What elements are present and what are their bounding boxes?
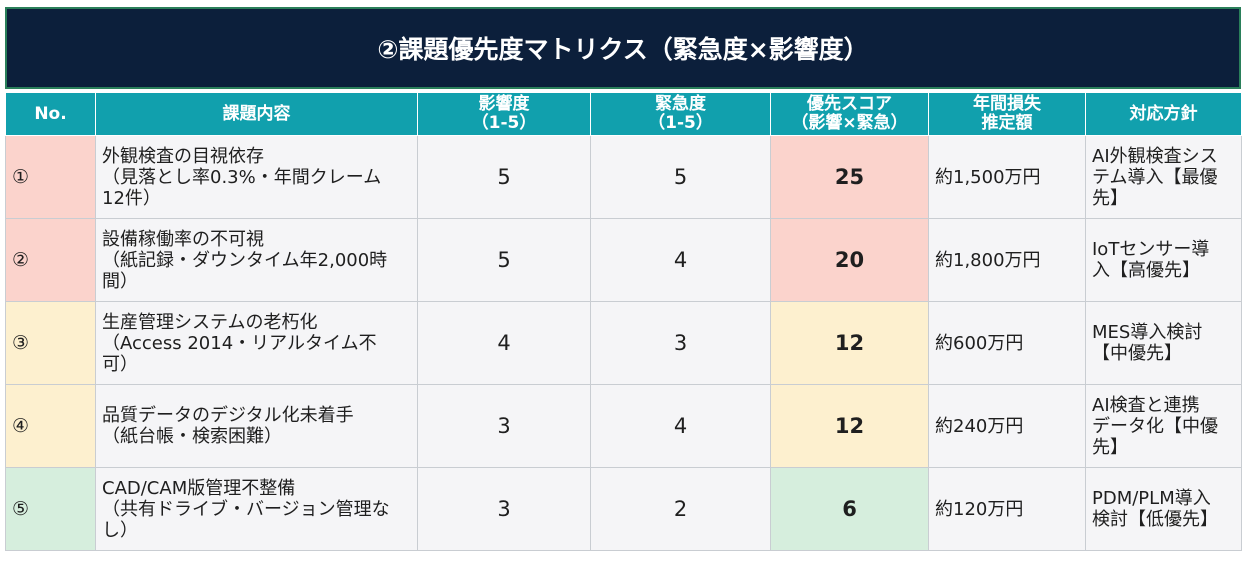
priority-score: 20 (770, 218, 929, 302)
issue-description: 生産管理システムの老朽化 （Access 2014・リアルタイム不 可） (95, 301, 418, 385)
header-urgency: 緊急度 （1-5） (590, 92, 771, 136)
response-policy: AI外観検査シス テム導入【最優 先】 (1085, 135, 1242, 219)
issue-description: 品質データのデジタル化未着手 （紙台帳・検索困難） (95, 384, 418, 468)
row-number: ④ (5, 384, 96, 468)
impact-value: 4 (417, 301, 591, 385)
page-title: ②課題優先度マトリクス（緊急度×影響度） (377, 35, 869, 64)
issue-description: 設備稼働率の不可視 （紙記録・ダウンタイム年2,000時 間） (95, 218, 418, 302)
impact-value: 5 (417, 135, 591, 219)
table-row: ① 外観検査の目視依存 （見落とし率0.3%・年間クレーム 12件） 5 5 25 約1,50… (5, 135, 1242, 219)
priority-score: 12 (770, 384, 929, 468)
priority-score: 6 (770, 467, 929, 551)
urgency-value: 4 (590, 218, 771, 302)
annual-loss: 約600万円 (928, 301, 1086, 385)
table-row: ③ 生産管理システムの老朽化 （Access 2014・リアルタイム不 可） 4 3 12 約… (5, 301, 1242, 385)
header-issue: 課題内容 (95, 92, 418, 136)
impact-value: 5 (417, 218, 591, 302)
row-number: ② (5, 218, 96, 302)
row-number: ① (5, 135, 96, 219)
response-policy: PDM/PLM導入 検討【低優先】 (1085, 467, 1242, 551)
urgency-value: 3 (590, 301, 771, 385)
urgency-value: 2 (590, 467, 771, 551)
urgency-value: 5 (590, 135, 771, 219)
impact-value: 3 (417, 384, 591, 468)
title-banner: ②課題優先度マトリクス（緊急度×影響度） (5, 7, 1241, 89)
header-no: No. (5, 92, 96, 136)
response-policy: IoTセンサー導 入【高優先】 (1085, 218, 1242, 302)
table-row: ④ 品質データのデジタル化未着手 （紙台帳・検索困難） 3 4 12 約240万円 AI検査と… (5, 384, 1242, 468)
priority-score: 25 (770, 135, 929, 219)
impact-value: 3 (417, 467, 591, 551)
issue-description: CAD/CAM版管理不整備 （共有ドライブ・バージョン管理な し） (95, 467, 418, 551)
header-row: No. 課題内容 影響度 （1-5） 緊急度 （1-5） 優先スコア （影響×緊急） … (5, 92, 1242, 136)
table-row: ② 設備稼働率の不可視 （紙記録・ダウンタイム年2,000時 間） 5 4 20 約1,800… (5, 218, 1242, 302)
table-row: ⑤ CAD/CAM版管理不整備 （共有ドライブ・バージョン管理な し） 3 2 6 約120万… (5, 467, 1242, 551)
header-policy: 対応方針 (1085, 92, 1242, 136)
header-score: 優先スコア （影響×緊急） (770, 92, 929, 136)
header-loss: 年間損失 推定額 (928, 92, 1086, 136)
annual-loss: 約1,500万円 (928, 135, 1086, 219)
response-policy: AI検査と連携 データ化【中優 先】 (1085, 384, 1242, 468)
urgency-value: 4 (590, 384, 771, 468)
response-policy: MES導入検討 【中優先】 (1085, 301, 1242, 385)
row-number: ⑤ (5, 467, 96, 551)
header-impact: 影響度 （1-5） (417, 92, 591, 136)
annual-loss: 約1,800万円 (928, 218, 1086, 302)
priority-score: 12 (770, 301, 929, 385)
row-number: ③ (5, 301, 96, 385)
annual-loss: 約240万円 (928, 384, 1086, 468)
priority-matrix-table: No. 課題内容 影響度 （1-5） 緊急度 （1-5） 優先スコア （影響×緊急） … (5, 92, 1242, 551)
issue-description: 外観検査の目視依存 （見落とし率0.3%・年間クレーム 12件） (95, 135, 418, 219)
annual-loss: 約120万円 (928, 467, 1086, 551)
